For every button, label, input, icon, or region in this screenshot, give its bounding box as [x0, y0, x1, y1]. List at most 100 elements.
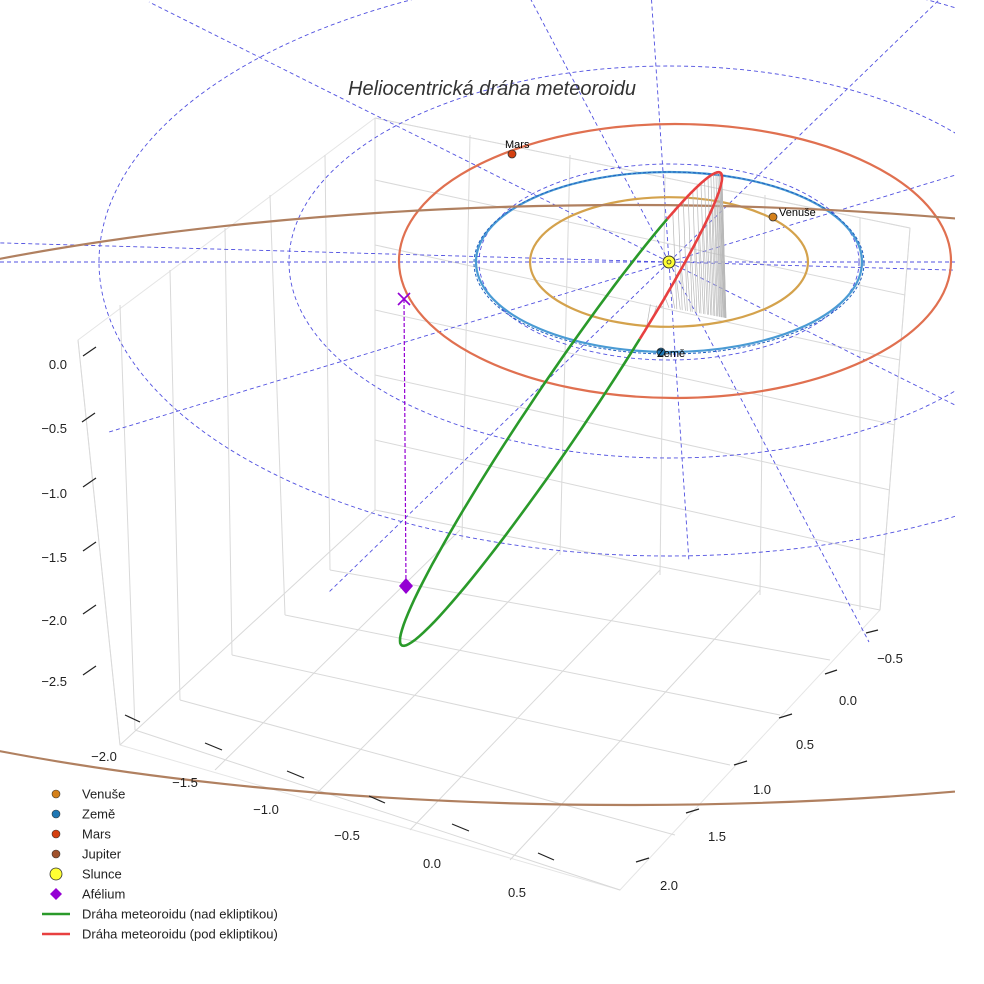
x-tick-label: 0.5 — [508, 885, 526, 900]
z-tick-label: −1.0 — [41, 486, 67, 501]
drop-line — [695, 242, 700, 314]
ecliptic-grid-spoke — [108, 261, 670, 433]
x-tick-label: −1.5 — [172, 775, 198, 790]
legend-label-draha-meteoroidu-pod-ekliptikou: Dráha meteoroidu (pod ekliptikou) — [82, 927, 278, 942]
legend-label-mars: Mars — [82, 827, 111, 842]
ecliptic-grid-spoke — [651, 0, 670, 263]
legend-marker-mars — [51, 829, 61, 839]
orbit-venuse — [528, 196, 810, 328]
z-tick-label: −2.5 — [41, 674, 67, 689]
ecliptic-grid-spoke — [668, 0, 940, 263]
orbit-zeme-dashed — [473, 171, 865, 355]
x-tick-label: −1.0 — [253, 802, 279, 817]
ecliptic-grid-spoke — [668, 261, 870, 643]
legend-label-draha-meteoroidu-nad-ekliptikou: Dráha meteoroidu (nad ekliptikou) — [82, 907, 278, 922]
x-tick-mark — [537, 852, 555, 861]
drop-line — [677, 206, 683, 311]
sun-marker — [662, 255, 676, 269]
z-tick-mark — [81, 412, 96, 423]
drop-line — [703, 227, 708, 315]
z-tick-mark — [82, 604, 97, 615]
drop-line — [696, 186, 702, 314]
legend-marker-venuse — [51, 789, 61, 799]
planet-label-zeme: Země — [657, 348, 685, 360]
legend-marker-zeme — [51, 809, 61, 819]
aphelion-marker — [399, 578, 413, 594]
orbit-mars — [397, 122, 953, 400]
drop-line — [692, 191, 698, 313]
drop-line — [719, 172, 724, 318]
meteoroid-path-above-ecliptic — [398, 218, 669, 648]
planet-marker-zeme — [656, 347, 666, 357]
meteoroid-path-below-ecliptic — [638, 170, 724, 340]
axis-ticks: 0.0 −0.5 −1.0 −1.5 −2.0 −2.5 −2.0 −1.5 −1.0 −0.5 0… — [41, 346, 903, 900]
drop-line — [710, 175, 716, 317]
drop-line — [704, 180, 709, 315]
y-tick-label: 1.5 — [708, 829, 726, 844]
drop-line — [690, 250, 696, 313]
z-tick-label: −1.5 — [41, 550, 67, 565]
meteoroid-path — [398, 170, 724, 648]
y-tick-mark — [824, 669, 838, 675]
drop-line — [646, 304, 651, 329]
drop-line — [719, 187, 725, 318]
legend-marker-jupiter — [51, 849, 61, 859]
y-tick-label: 0.5 — [796, 737, 814, 752]
legend-label-slunce: Slunce — [82, 867, 122, 882]
drop-line — [712, 207, 718, 317]
x-tick-mark — [124, 714, 141, 723]
drop-line — [713, 173, 718, 317]
planet-orbits — [0, 122, 955, 807]
y-tick-label: 0.0 — [839, 693, 857, 708]
planet-label-mars: Mars — [505, 139, 530, 151]
drop-line — [718, 191, 724, 318]
drop-line — [714, 201, 720, 317]
drop-line — [670, 287, 676, 309]
drop-line — [664, 297, 670, 308]
axes-box-grid — [77, 117, 911, 891]
x-tick-mark — [204, 742, 223, 751]
y-tick-mark — [635, 857, 650, 863]
drop-line — [716, 196, 722, 318]
planet-marker-mars — [507, 149, 517, 159]
z-tick-mark — [82, 541, 97, 552]
y-tick-mark — [733, 760, 748, 766]
x-tick-label: 0.0 — [423, 856, 441, 871]
markers: Venuše Země Mars — [397, 139, 816, 594]
legend-marker-slunce — [49, 867, 63, 881]
z-tick-label: 0.0 — [49, 357, 67, 372]
x-tick-mark — [451, 823, 470, 832]
drop-line — [700, 183, 706, 315]
ecliptic-grid-spoke — [530, 0, 670, 263]
ecliptic-grid-spoke — [668, 261, 690, 563]
orbit-jupiter — [0, 203, 955, 807]
y-tick-mark — [685, 808, 700, 814]
drop-line — [675, 277, 681, 310]
y-tick-mark — [778, 713, 793, 719]
z-tick-mark — [82, 477, 97, 488]
ecliptic-grid-spoke — [148, 1, 670, 263]
ecliptic-grid-spoke — [668, 261, 955, 406]
drop-line — [707, 177, 713, 316]
legend-label-zeme: Země — [82, 807, 115, 822]
x-tick-label: −2.0 — [91, 749, 117, 764]
legend-label-afelium: Afélium — [82, 887, 125, 902]
drop-line — [709, 213, 715, 316]
z-tick-label: −2.0 — [41, 613, 67, 628]
sun-marker-core — [666, 259, 672, 265]
drop-line — [720, 183, 726, 318]
legend: Venuše Země Mars Jupiter Slunce Afélium Dráha … — [42, 787, 278, 942]
drop-line — [721, 180, 727, 318]
x-tick-mark — [286, 770, 305, 779]
y-tick-label: 2.0 — [660, 878, 678, 893]
chart-title: Heliocentrická dráha meteoroidu — [348, 78, 636, 100]
y-tick-mark — [865, 629, 879, 634]
drop-line — [686, 259, 691, 312]
x-tick-mark — [368, 795, 386, 804]
z-tick-mark — [82, 346, 97, 357]
y-tick-label: 1.0 — [753, 782, 771, 797]
ecliptic-grid-spoke — [328, 261, 670, 593]
planet-label-venuse: Venuše — [779, 207, 816, 219]
